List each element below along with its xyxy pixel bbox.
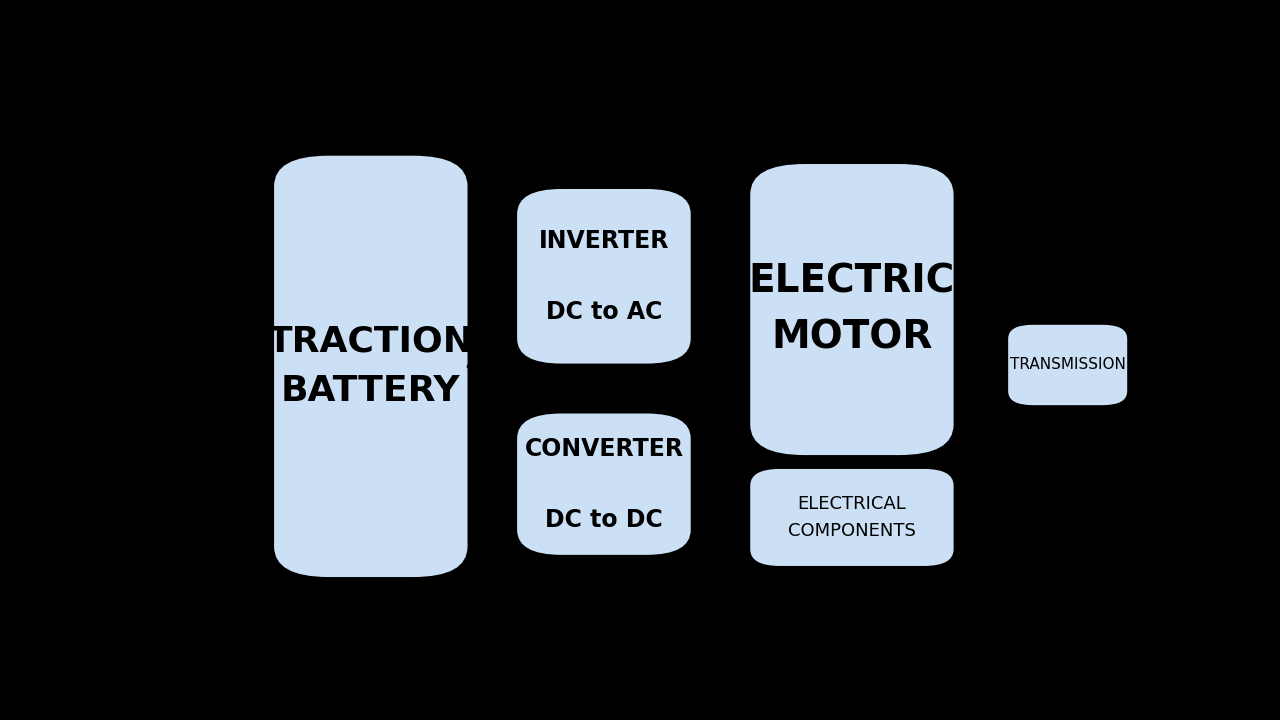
FancyBboxPatch shape (750, 164, 954, 455)
Text: TRANSMISSION: TRANSMISSION (1010, 358, 1125, 372)
Text: INVERTER

DC to AC: INVERTER DC to AC (539, 229, 669, 324)
Text: ELECTRIC
MOTOR: ELECTRIC MOTOR (749, 263, 955, 356)
FancyBboxPatch shape (517, 413, 691, 555)
FancyBboxPatch shape (274, 156, 467, 577)
Text: ELECTRICAL
COMPONENTS: ELECTRICAL COMPONENTS (788, 495, 916, 540)
FancyBboxPatch shape (750, 469, 954, 566)
Text: CONVERTER

DC to DC: CONVERTER DC to DC (525, 437, 684, 531)
FancyBboxPatch shape (1009, 325, 1128, 405)
FancyBboxPatch shape (517, 189, 691, 364)
Text: TRACTION
BATTERY: TRACTION BATTERY (268, 324, 474, 408)
